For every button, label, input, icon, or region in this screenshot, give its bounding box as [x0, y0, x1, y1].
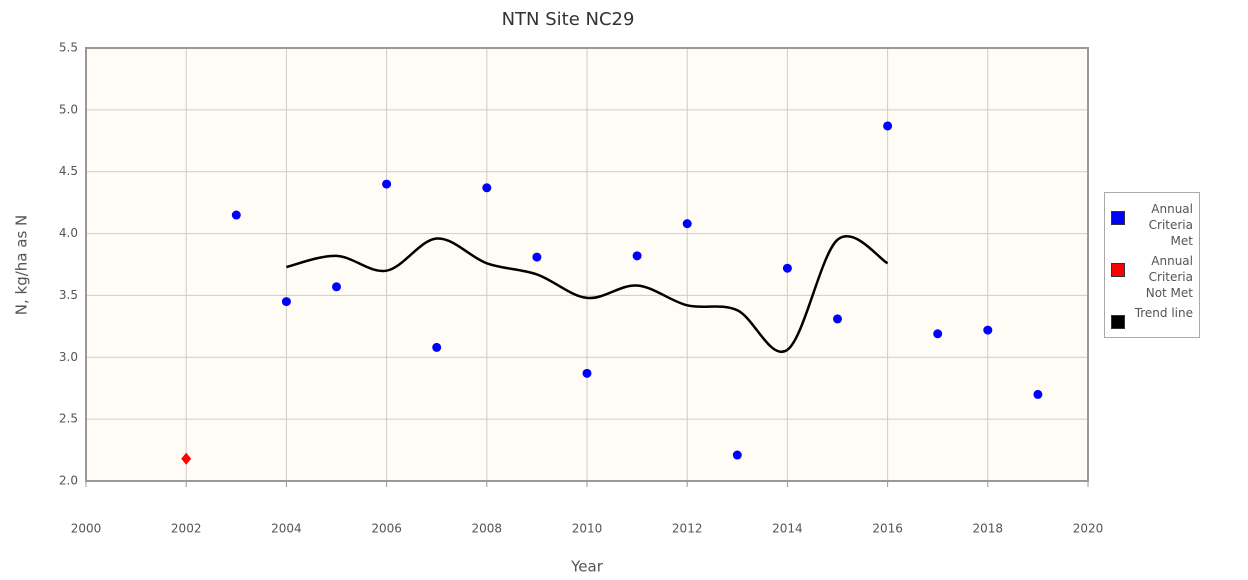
point [632, 251, 642, 261]
x-tick-label: 2010 [572, 522, 603, 536]
point [1033, 389, 1043, 399]
y-tick-label: 5.0 [59, 102, 78, 116]
legend-item[interactable]: Trend line [1105, 303, 1199, 331]
legend-label: Annual Criteria Not Met [1145, 254, 1193, 300]
x-tick-label: 2018 [973, 522, 1004, 536]
y-tick-label: 4.0 [59, 226, 78, 240]
legend-swatch [1111, 263, 1125, 277]
point [833, 314, 842, 324]
legend-swatch [1111, 211, 1125, 225]
y-tick-label: 5.5 [59, 41, 78, 55]
point [732, 450, 742, 460]
x-axis-label: Year [570, 558, 604, 576]
point [281, 297, 291, 307]
y-tick-label: 4.5 [59, 164, 78, 178]
point [181, 452, 192, 465]
x-tick-label: 2020 [1073, 522, 1104, 536]
point [532, 252, 542, 262]
x-tick-label: 2008 [472, 522, 503, 536]
x-tick-label: 2014 [772, 522, 803, 536]
x-tick-label: 2016 [872, 522, 903, 536]
y-tick-label: 2.5 [59, 412, 78, 426]
y-tick-label: 2.0 [59, 474, 78, 488]
legend-item[interactable]: Annual Criteria Not Met [1105, 251, 1199, 303]
point [983, 325, 993, 335]
x-tick-label: 2006 [371, 522, 402, 536]
y-tick-label: 3.5 [59, 288, 78, 302]
legend-label: Annual Criteria Met [1148, 202, 1193, 248]
legend-swatch [1111, 315, 1125, 329]
point [582, 368, 592, 378]
point [933, 329, 943, 339]
plot-border [85, 47, 1089, 482]
legend-item[interactable]: Annual Criteria Met [1105, 199, 1199, 251]
y-tick-label: 3.0 [59, 350, 78, 364]
point [432, 342, 442, 352]
legend-label: Trend line [1134, 306, 1193, 320]
point [883, 121, 893, 131]
point [382, 179, 392, 189]
x-tick-label: 2004 [271, 522, 302, 536]
point [332, 282, 341, 292]
y-axis-label: N, kg/ha as N [13, 215, 31, 315]
point [782, 263, 792, 273]
x-tick-label: 2000 [71, 522, 102, 536]
chart-title: NTN Site NC29 [502, 9, 635, 30]
x-tick-label: 2012 [672, 522, 703, 536]
point [231, 210, 241, 220]
trend-line [286, 235, 889, 354]
point [682, 219, 692, 229]
legend: Annual Criteria Met Annual Criteria Not M… [1104, 192, 1200, 338]
x-tick-label: 2002 [171, 522, 202, 536]
point [482, 183, 492, 193]
